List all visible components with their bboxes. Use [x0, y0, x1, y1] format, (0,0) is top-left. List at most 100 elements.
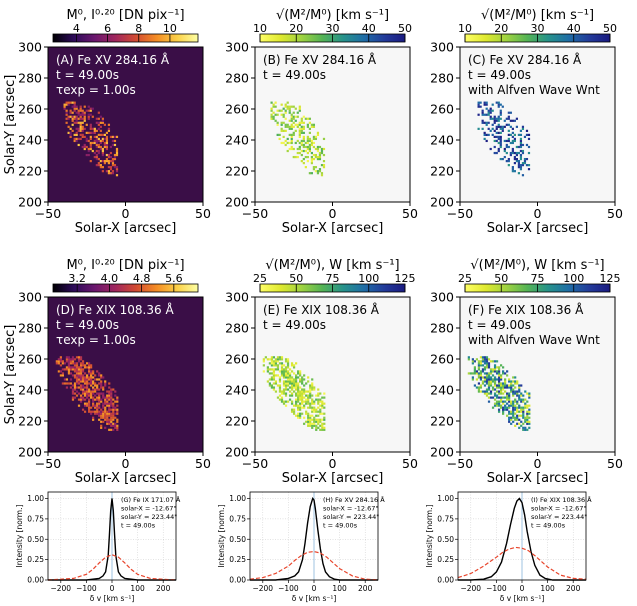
colorbar: [52, 283, 199, 293]
emission-pixel: [319, 418, 322, 421]
emission-pixel: [311, 400, 314, 403]
emission-pixel: [297, 372, 300, 375]
emission-pixel: [67, 103, 70, 106]
emission-pixel: [509, 111, 512, 114]
emission-pixel: [510, 390, 513, 393]
emission-pixel: [502, 406, 505, 409]
x-tick-label: 0: [122, 206, 130, 221]
emission-pixel: [311, 382, 314, 385]
emission-pixel: [304, 166, 307, 169]
emission-pixel: [286, 370, 290, 373]
emission-pixel: [491, 368, 495, 371]
emission-pixel: [479, 360, 483, 363]
emission-pixel: [75, 105, 78, 108]
emission-pixel: [489, 360, 493, 363]
emission-pixel: [481, 376, 485, 379]
emission-pixel: [495, 119, 498, 122]
emission-pixel: [483, 372, 487, 375]
emission-pixel: [81, 374, 85, 377]
emission-pixel: [97, 151, 100, 155]
emission-pixel: [316, 155, 320, 159]
emission-pixel: [106, 410, 109, 413]
emission-pixel: [504, 408, 507, 411]
emission-pixel: [290, 147, 293, 151]
emission-pixel: [502, 386, 505, 389]
emission-pixel: [306, 137, 309, 141]
emission-pixel: [103, 145, 106, 149]
emission-pixel: [296, 139, 299, 143]
emission-pixel: [301, 394, 304, 397]
emission-pixel: [69, 111, 72, 114]
emission-pixel: [94, 406, 97, 409]
emission-pixel: [294, 115, 297, 118]
x-tick-label: −100: [76, 584, 97, 593]
emission-pixel: [308, 143, 311, 147]
y-tick-label: 0.75: [27, 514, 44, 523]
y-tick-label: 300: [430, 290, 454, 305]
emission-pixel: [87, 406, 91, 409]
emission-pixel: [87, 404, 91, 407]
emission-pixel: [95, 121, 98, 124]
emission-pixel: [314, 166, 318, 169]
emission-pixel: [104, 382, 107, 385]
emission-pixel: [504, 390, 507, 393]
emission-pixel: [318, 157, 322, 161]
emission-pixel: [108, 408, 111, 411]
emission-pixel: [322, 159, 326, 163]
x-axis-label: δ v [km s⁻¹]: [90, 594, 135, 603]
emission-pixel: [282, 113, 285, 116]
emission-pixel: [77, 143, 80, 147]
emission-pixel: [311, 378, 314, 381]
emission-pixel: [87, 366, 91, 369]
emission-pixel: [85, 394, 89, 397]
y-tick-label: 220: [18, 414, 42, 429]
emission-pixel: [301, 398, 304, 401]
emission-pixel: [276, 366, 280, 369]
emission-pixel: [284, 394, 288, 397]
emission-pixels: [270, 101, 326, 177]
emission-pixel: [83, 147, 86, 151]
emission-pixel: [310, 125, 313, 128]
emission-pixel: [311, 388, 314, 391]
panel-annotation: t = 49.00s: [56, 318, 119, 332]
emission-pixel: [284, 105, 287, 108]
emission-pixel: [312, 157, 316, 161]
emission-pixel: [65, 113, 68, 116]
emission-pixel: [298, 141, 301, 145]
emission-pixel: [527, 168, 531, 171]
emission-pixel: [502, 388, 505, 391]
x-axis-label: Solar-X [arcsec]: [282, 221, 384, 236]
emission-pixel: [524, 398, 527, 401]
emission-pixel: [96, 402, 99, 405]
emission-pixel: [286, 380, 290, 383]
y-tick-label: 260: [18, 352, 42, 367]
emission-pixel: [313, 408, 316, 411]
emission-pixel: [270, 378, 274, 381]
emission-pixel: [115, 135, 119, 139]
emission-pixel: [116, 404, 119, 407]
emission-pixel: [65, 366, 69, 369]
emission-pixel: [270, 101, 273, 104]
emission-pixel: [92, 404, 95, 407]
emission-pixel: [114, 408, 117, 411]
emission-pixel: [79, 376, 83, 379]
panel-annotation: with Alfven Wave Wnt: [468, 333, 600, 347]
emission-pixel: [280, 390, 284, 393]
x-tick-label: 50: [402, 206, 418, 221]
emission-pixel: [477, 364, 481, 367]
emission-pixel: [274, 382, 278, 385]
emission-pixel: [493, 368, 497, 371]
emission-pixel: [100, 380, 103, 383]
colorbar-tick-label: 100: [358, 272, 379, 285]
emission-pixel: [282, 384, 286, 387]
emission-pixel: [92, 370, 95, 373]
emission-pixel: [109, 172, 113, 175]
emission-pixel: [85, 153, 88, 157]
emission-pixel: [75, 107, 78, 110]
emission-pixel: [526, 428, 529, 431]
emission-pixel: [113, 155, 117, 159]
emission-pixel: [483, 392, 487, 395]
emission-pixel: [71, 117, 74, 120]
emission-pixel: [297, 384, 300, 387]
emission-pixel: [323, 402, 326, 405]
